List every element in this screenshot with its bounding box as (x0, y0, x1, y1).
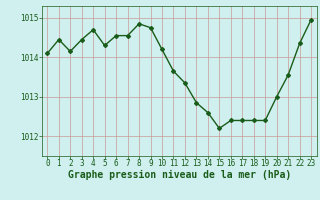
X-axis label: Graphe pression niveau de la mer (hPa): Graphe pression niveau de la mer (hPa) (68, 170, 291, 180)
